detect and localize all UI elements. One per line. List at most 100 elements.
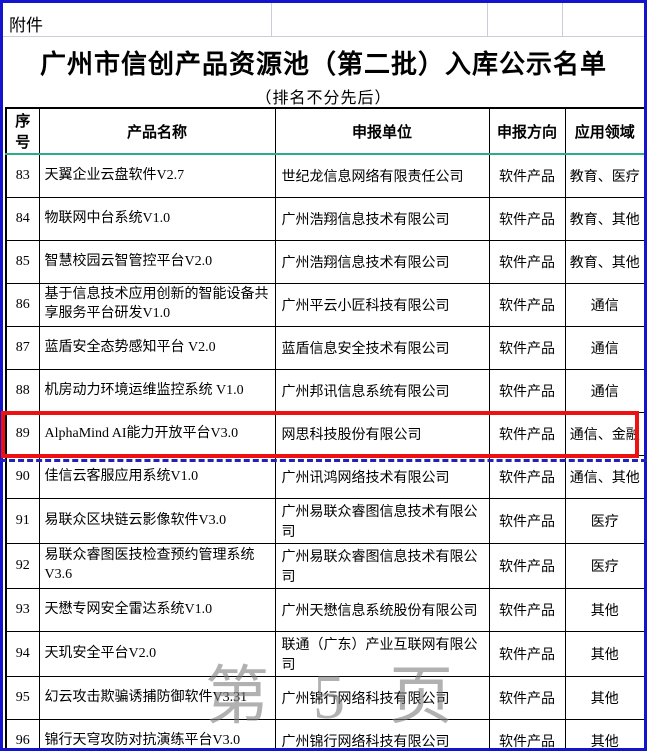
table-row: 88 机房动力环境运维监控系统 V1.0 广州邦讯信息系统有限公司 软件产品 通… bbox=[5, 369, 644, 413]
row-no-cell: 83 bbox=[5, 153, 40, 198]
row-no-cell: 89 bbox=[5, 412, 40, 456]
table-row: 94 天玑安全平台V2.0 联通（广东）产业互联网有限公司 软件产品 其他 bbox=[5, 631, 644, 677]
product-name-cell: 易联众区块链云影像软件V3.0 bbox=[38, 498, 276, 544]
company-cell: 广州邦讯信息系统有限公司 bbox=[274, 369, 490, 413]
header-row: 序号 产品名称 申报单位 申报方向 应用领域 bbox=[5, 107, 644, 155]
application-field-cell: 通信、金融 bbox=[564, 412, 644, 456]
company-cell: 联通（广东）产业互联网有限公司 bbox=[274, 631, 490, 677]
direction-cell: 软件产品 bbox=[488, 543, 566, 589]
row-no-cell: 93 bbox=[5, 588, 40, 632]
company-cell: 广州锦行网络科技有限公司 bbox=[274, 719, 490, 748]
application-field-cell: 其他 bbox=[564, 631, 644, 677]
direction-cell: 软件产品 bbox=[488, 369, 566, 413]
product-name-cell: 天懋专网安全雷达系统V1.0 bbox=[38, 588, 276, 632]
table-row: 85 智慧校园云智管控平台V2.0 广州浩翔信息技术有限公司 软件产品 教育、其… bbox=[5, 240, 644, 284]
col-header-product-name: 产品名称 bbox=[38, 107, 276, 155]
product-name-cell: 幻云攻击欺骗诱捕防御软件V3.31 bbox=[38, 676, 276, 720]
table-row: 91 易联众区块链云影像软件V3.0 广州易联众睿图信息技术有限公司 软件产品 … bbox=[5, 498, 644, 544]
row-no-cell: 86 bbox=[5, 283, 40, 327]
table-row: 86 基于信息技术应用创新的智能设备共享服务平台研发V1.0 广州平云小匠科技有… bbox=[5, 283, 644, 327]
company-cell: 广州浩翔信息技术有限公司 bbox=[274, 240, 490, 284]
product-name-cell: AlphaMind AI能力开放平台V3.0 bbox=[38, 412, 276, 456]
table-row: 93 天懋专网安全雷达系统V1.0 广州天懋信息系统股份有限公司 软件产品 其他 bbox=[5, 588, 644, 632]
application-field-cell: 教育、其他 bbox=[564, 240, 644, 284]
application-field-cell: 通信 bbox=[564, 283, 644, 327]
direction-cell: 软件产品 bbox=[488, 197, 566, 241]
direction-cell: 软件产品 bbox=[488, 283, 566, 327]
company-cell: 网思科技股份有限公司 bbox=[274, 412, 490, 456]
direction-cell: 软件产品 bbox=[488, 676, 566, 720]
direction-cell: 软件产品 bbox=[488, 588, 566, 632]
product-name-cell: 易联众睿图医技检查预约管理系统V3.6 bbox=[38, 543, 276, 589]
company-cell: 广州锦行网络科技有限公司 bbox=[274, 676, 490, 720]
row-no-cell: 92 bbox=[5, 543, 40, 589]
row-no-cell: 90 bbox=[5, 455, 40, 499]
table-row: 89 AlphaMind AI能力开放平台V3.0 网思科技股份有限公司 软件产… bbox=[5, 412, 644, 456]
gridline-vertical bbox=[562, 3, 563, 36]
row-no-cell: 87 bbox=[5, 326, 40, 370]
application-field-cell: 医疗 bbox=[564, 498, 644, 544]
company-cell: 蓝盾信息安全技术有限公司 bbox=[274, 326, 490, 370]
company-cell: 广州浩翔信息技术有限公司 bbox=[274, 197, 490, 241]
table-row: 96 锦行天穹攻防对抗演练平台V3.0 广州锦行网络科技有限公司 软件产品 其他 bbox=[5, 719, 644, 748]
company-cell: 广州天懋信息系统股份有限公司 bbox=[274, 588, 490, 632]
page-title: 广州市信创产品资源池（第二批）入库公示名单 bbox=[39, 50, 607, 79]
application-field-cell: 通信 bbox=[564, 369, 644, 413]
gridline-vertical bbox=[487, 3, 488, 36]
row-no-cell: 95 bbox=[5, 676, 40, 720]
product-name-cell: 佳信云客服应用系统V1.0 bbox=[38, 455, 276, 499]
product-name-cell: 蓝盾安全态势感知平台 V2.0 bbox=[38, 326, 276, 370]
application-field-cell: 其他 bbox=[564, 588, 644, 632]
direction-cell: 软件产品 bbox=[488, 153, 566, 198]
direction-cell: 软件产品 bbox=[488, 455, 566, 499]
application-field-cell: 其他 bbox=[564, 676, 644, 720]
application-field-cell: 教育、其他 bbox=[564, 197, 644, 241]
company-cell: 广州平云小匠科技有限公司 bbox=[274, 283, 490, 327]
table-row: 90 佳信云客服应用系统V1.0 广州讯鸿网络技术有限公司 软件产品 通信、其他 bbox=[5, 455, 644, 499]
attachment-label: 附件 bbox=[9, 16, 43, 35]
col-header-direction: 申报方向 bbox=[488, 107, 566, 155]
products-table: 序号 产品名称 申报单位 申报方向 应用领域 83 天翼企业云盘软件V2.7 世… bbox=[5, 107, 644, 748]
table-row: 92 易联众睿图医技检查预约管理系统V3.6 广州易联众睿图信息技术有限公司 软… bbox=[5, 543, 644, 589]
direction-cell: 软件产品 bbox=[488, 326, 566, 370]
col-header-company: 申报单位 bbox=[274, 107, 490, 155]
product-name-cell: 机房动力环境运维监控系统 V1.0 bbox=[38, 369, 276, 413]
product-name-cell: 天玑安全平台V2.0 bbox=[38, 631, 276, 677]
product-name-cell: 物联网中台系统V1.0 bbox=[38, 197, 276, 241]
application-field-cell: 通信、其他 bbox=[564, 455, 644, 499]
table-row: 84 物联网中台系统V1.0 广州浩翔信息技术有限公司 软件产品 教育、其他 bbox=[5, 197, 644, 241]
direction-cell: 软件产品 bbox=[488, 412, 566, 456]
product-name-cell: 锦行天穹攻防对抗演练平台V3.0 bbox=[38, 719, 276, 748]
company-cell: 世纪龙信息网络有限责任公司 bbox=[274, 153, 490, 198]
col-header-application-field: 应用领域 bbox=[564, 107, 644, 155]
row-no-cell: 88 bbox=[5, 369, 40, 413]
row-no-cell: 91 bbox=[5, 498, 40, 544]
table-row: 83 天翼企业云盘软件V2.7 世纪龙信息网络有限责任公司 软件产品 教育、医疗 bbox=[5, 153, 644, 198]
page-subtitle: （排名不分先后） bbox=[255, 90, 392, 107]
attachment-row: 附件 bbox=[3, 3, 644, 37]
row-no-cell: 94 bbox=[5, 631, 40, 677]
company-cell: 广州易联众睿图信息技术有限公司 bbox=[274, 543, 490, 589]
title-block: 广州市信创产品资源池（第二批）入库公示名单 （排名不分先后） bbox=[3, 37, 644, 107]
company-cell: 广州易联众睿图信息技术有限公司 bbox=[274, 498, 490, 544]
application-field-cell: 通信 bbox=[564, 326, 644, 370]
direction-cell: 软件产品 bbox=[488, 498, 566, 544]
company-cell: 广州讯鸿网络技术有限公司 bbox=[274, 455, 490, 499]
application-field-cell: 教育、医疗 bbox=[564, 153, 644, 198]
product-name-cell: 智慧校园云智管控平台V2.0 bbox=[38, 240, 276, 284]
application-field-cell: 医疗 bbox=[564, 543, 644, 589]
direction-cell: 软件产品 bbox=[488, 240, 566, 284]
table-body: 83 天翼企业云盘软件V2.7 世纪龙信息网络有限责任公司 软件产品 教育、医疗… bbox=[5, 153, 644, 748]
col-header-no: 序号 bbox=[5, 107, 40, 155]
table-row: 95 幻云攻击欺骗诱捕防御软件V3.31 广州锦行网络科技有限公司 软件产品 其… bbox=[5, 676, 644, 720]
row-no-cell: 84 bbox=[5, 197, 40, 241]
product-name-cell: 基于信息技术应用创新的智能设备共享服务平台研发V1.0 bbox=[38, 283, 276, 327]
direction-cell: 软件产品 bbox=[488, 631, 566, 677]
row-no-cell: 85 bbox=[5, 240, 40, 284]
application-field-cell: 其他 bbox=[564, 719, 644, 748]
direction-cell: 软件产品 bbox=[488, 719, 566, 748]
row-no-cell: 96 bbox=[5, 719, 40, 748]
product-name-cell: 天翼企业云盘软件V2.7 bbox=[38, 153, 276, 198]
gridline-vertical bbox=[271, 3, 272, 36]
